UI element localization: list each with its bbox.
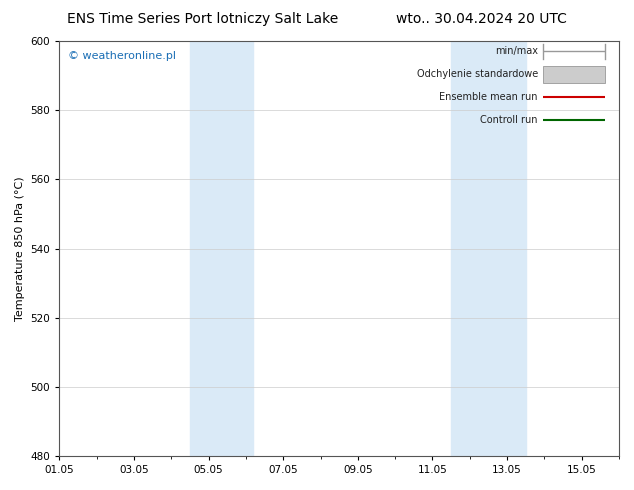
Bar <box>451 41 526 456</box>
Text: wto.. 30.04.2024 20 UTC: wto.. 30.04.2024 20 UTC <box>396 12 567 26</box>
Text: © weatheronline.pl: © weatheronline.pl <box>68 51 176 61</box>
Text: ENS Time Series Port lotniczy Salt Lake: ENS Time Series Port lotniczy Salt Lake <box>67 12 339 26</box>
Text: min/max: min/max <box>495 47 538 56</box>
Bar <box>543 66 605 82</box>
Text: Ensemble mean run: Ensemble mean run <box>439 92 538 102</box>
Y-axis label: Temperature 850 hPa (°C): Temperature 850 hPa (°C) <box>15 176 25 321</box>
Text: Odchylenie standardowe: Odchylenie standardowe <box>417 69 538 79</box>
Bar <box>190 41 254 456</box>
Text: Controll run: Controll run <box>481 115 538 125</box>
